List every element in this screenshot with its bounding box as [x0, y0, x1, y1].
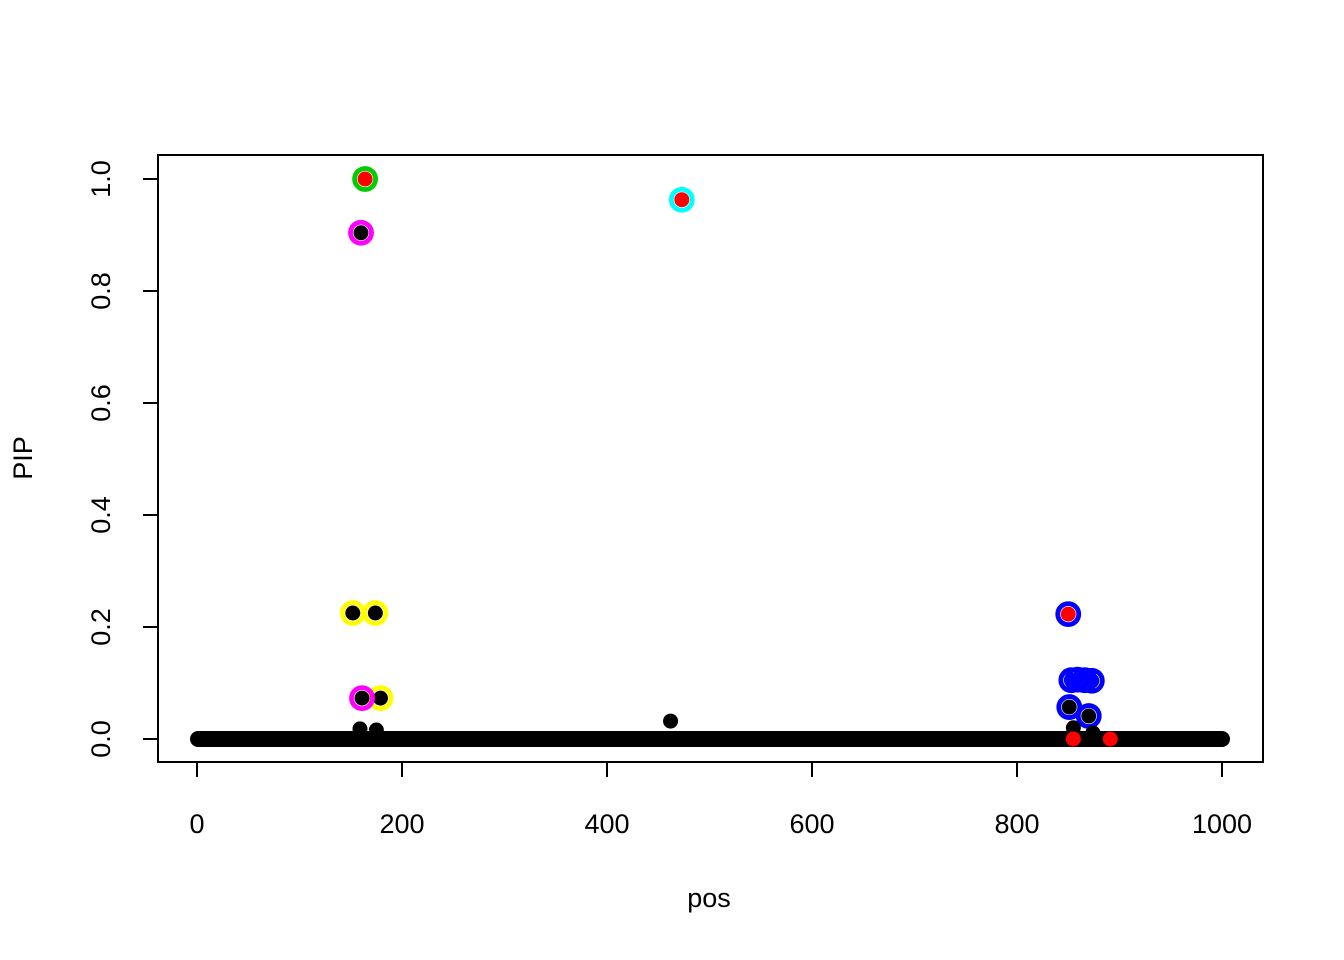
y-tick-label: 0.0: [86, 720, 116, 758]
x-tick-label: 400: [584, 809, 629, 839]
x-tick-label: 800: [994, 809, 1039, 839]
highlight-ring: [668, 186, 695, 213]
highlight-ring: [352, 166, 379, 192]
data-point: [367, 605, 383, 621]
data-point: [353, 225, 369, 241]
y-tick-label: 1.0: [86, 160, 116, 198]
y-tick-label: 0.6: [86, 384, 116, 422]
highlight-ring: [1055, 601, 1082, 628]
highlight-ring: [1075, 703, 1102, 729]
y-tick-label: 0.4: [86, 496, 116, 534]
x-axis-label: pos: [687, 883, 731, 913]
data-points-group: [339, 166, 1118, 747]
highlight-ring: [367, 685, 394, 712]
highlight-ring: [348, 219, 374, 246]
data-point: [1065, 720, 1081, 736]
x-tick-label: 200: [379, 809, 424, 839]
data-point: [352, 721, 368, 737]
data-point: [1065, 731, 1081, 747]
data-point: [1102, 731, 1118, 747]
data-point: [663, 713, 679, 729]
x-tick-label: 600: [789, 809, 834, 839]
y-tick-label: 0.2: [86, 608, 116, 646]
data-point: [1061, 699, 1077, 715]
highlight-ring: [349, 685, 375, 712]
data-point: [372, 690, 388, 706]
y-axis-ticks: 0.0 0.2 0.4 0.6 0.8 1.0: [86, 160, 158, 758]
x-axis-ticks: 0 200 400 600 800 1000: [189, 762, 1252, 839]
y-tick-label: 0.8: [86, 272, 116, 310]
highlight-ring: [362, 600, 389, 626]
plot-box: [157, 154, 1264, 763]
x-tick-label: 0: [189, 809, 204, 839]
data-point: [354, 690, 370, 706]
data-point: [1081, 708, 1097, 724]
data-point: [1084, 673, 1100, 689]
data-point: [357, 171, 373, 187]
data-point: [345, 605, 361, 621]
x-tick-label: 1000: [1192, 809, 1252, 839]
data-point: [674, 192, 690, 208]
y-axis-label: PIP: [8, 436, 38, 480]
data-point: [1085, 725, 1101, 741]
highlight-ring: [1078, 667, 1105, 694]
data-point: [1060, 606, 1076, 622]
data-point: [368, 722, 384, 738]
